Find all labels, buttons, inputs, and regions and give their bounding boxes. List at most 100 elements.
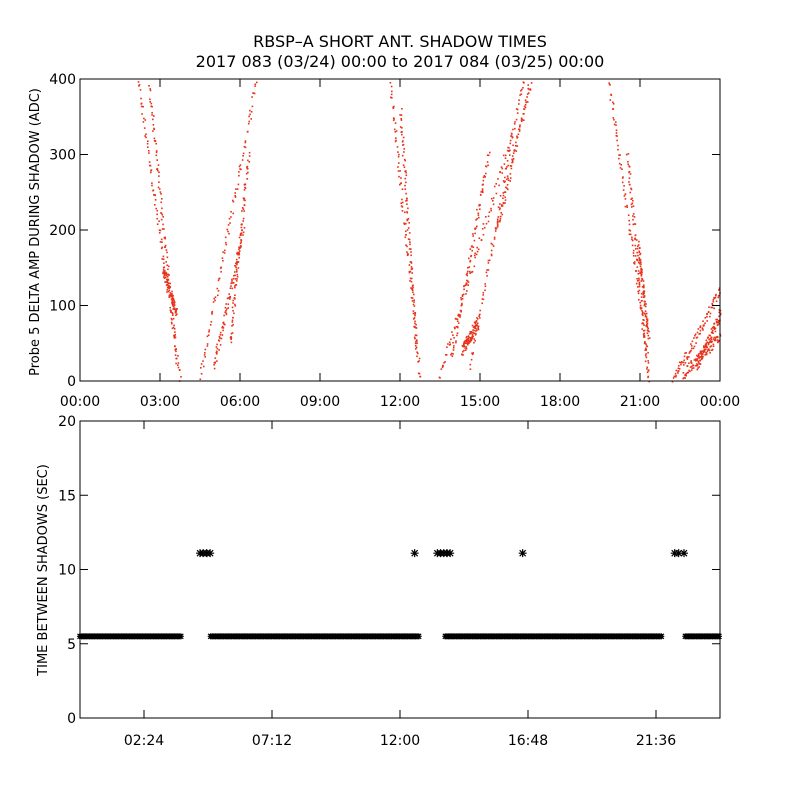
- data-point: [465, 273, 468, 276]
- data-point: [470, 339, 472, 342]
- data-point: [717, 294, 720, 297]
- data-point: [638, 277, 640, 280]
- data-point: [208, 329, 211, 331]
- data-point: [694, 333, 697, 336]
- data-point: [636, 280, 639, 282]
- data-point: [228, 298, 231, 300]
- data-point: [150, 102, 153, 105]
- data-point: [414, 337, 416, 340]
- data-point: [175, 348, 177, 350]
- data-point: [149, 101, 151, 103]
- data-point: [626, 204, 628, 207]
- data-point: [410, 251, 412, 253]
- data-point: [240, 241, 242, 243]
- y-tick-label: 100: [49, 299, 76, 315]
- data-point: [637, 244, 640, 246]
- data-point: [234, 271, 236, 273]
- data-point: [643, 285, 645, 288]
- data-point: [711, 329, 714, 332]
- data-point: [475, 320, 478, 322]
- x-tick-label: 09:00: [300, 394, 340, 410]
- data-point: [208, 331, 210, 333]
- data-point: [707, 343, 710, 346]
- data-point: [618, 157, 620, 160]
- data-point: [213, 367, 216, 370]
- data-point: [711, 340, 713, 343]
- data-point: [401, 127, 403, 129]
- data-point: [638, 262, 640, 264]
- data-point: [615, 121, 617, 123]
- data-point: [211, 313, 213, 315]
- data-point: [390, 96, 392, 99]
- data-point: [473, 338, 476, 340]
- data-point: [465, 284, 468, 286]
- data-point: [465, 282, 468, 285]
- data-point: [615, 129, 618, 132]
- x-tick-label: 03:00: [140, 394, 180, 410]
- bottom-y-axis-label: TIME BETWEEN SHADOWS (SEC): [36, 464, 51, 677]
- data-point: [504, 196, 506, 199]
- data-point: [175, 314, 177, 317]
- data-point: [148, 150, 150, 152]
- data-point: [470, 331, 472, 333]
- data-point: [243, 145, 246, 148]
- data-point: [168, 287, 171, 289]
- data-point: [152, 130, 154, 132]
- data-point: [151, 112, 153, 114]
- data-point: [165, 274, 168, 277]
- data-point: [621, 177, 624, 179]
- data-point: [696, 336, 699, 339]
- data-point: [225, 243, 228, 246]
- data-point: [171, 301, 173, 304]
- data-point: [231, 319, 234, 322]
- data-point: [170, 294, 173, 297]
- data-point: [624, 205, 627, 208]
- data-point: [512, 152, 515, 154]
- data-point: [408, 271, 411, 274]
- data-point: [497, 206, 500, 208]
- data-point: [634, 244, 637, 247]
- data-point: [484, 285, 487, 287]
- data-point: [485, 216, 487, 218]
- data-point: [701, 356, 703, 358]
- data-point: [402, 144, 404, 146]
- data-point: [162, 269, 165, 271]
- data-point: [411, 288, 414, 290]
- data-point: [487, 164, 489, 167]
- data-point: [414, 312, 417, 314]
- data-point: [523, 105, 526, 108]
- data-point: [412, 286, 414, 289]
- data-point: [633, 261, 636, 263]
- data-point: [153, 127, 155, 130]
- data-point: [248, 120, 250, 123]
- data-point: [716, 324, 719, 326]
- data-point: [242, 217, 245, 220]
- data-point: [480, 191, 482, 193]
- data-point: [706, 350, 709, 353]
- data-point: [240, 245, 242, 247]
- data-point: [482, 298, 485, 301]
- data-point: [641, 322, 643, 325]
- data-point: [224, 306, 227, 309]
- data-point: [468, 333, 471, 335]
- data-point: [701, 327, 704, 330]
- data-point: [620, 164, 622, 166]
- data-point: [472, 235, 474, 237]
- data-point: [698, 366, 700, 368]
- bottom-plot-frame: [79, 420, 721, 719]
- data-point: [698, 362, 700, 364]
- data-point: [174, 331, 176, 333]
- data-point: [411, 272, 413, 274]
- x-tick-label: 07:12: [252, 733, 292, 749]
- data-point: [244, 183, 247, 186]
- data-point: [392, 106, 394, 109]
- data-point: [238, 165, 241, 168]
- data-point: [244, 146, 247, 149]
- data-point: [242, 220, 244, 222]
- data-point: [166, 287, 169, 289]
- data-point: [608, 83, 611, 86]
- data-point: [494, 230, 497, 232]
- data-point: [405, 192, 407, 195]
- data-point: [521, 120, 523, 122]
- data-point: [530, 82, 533, 84]
